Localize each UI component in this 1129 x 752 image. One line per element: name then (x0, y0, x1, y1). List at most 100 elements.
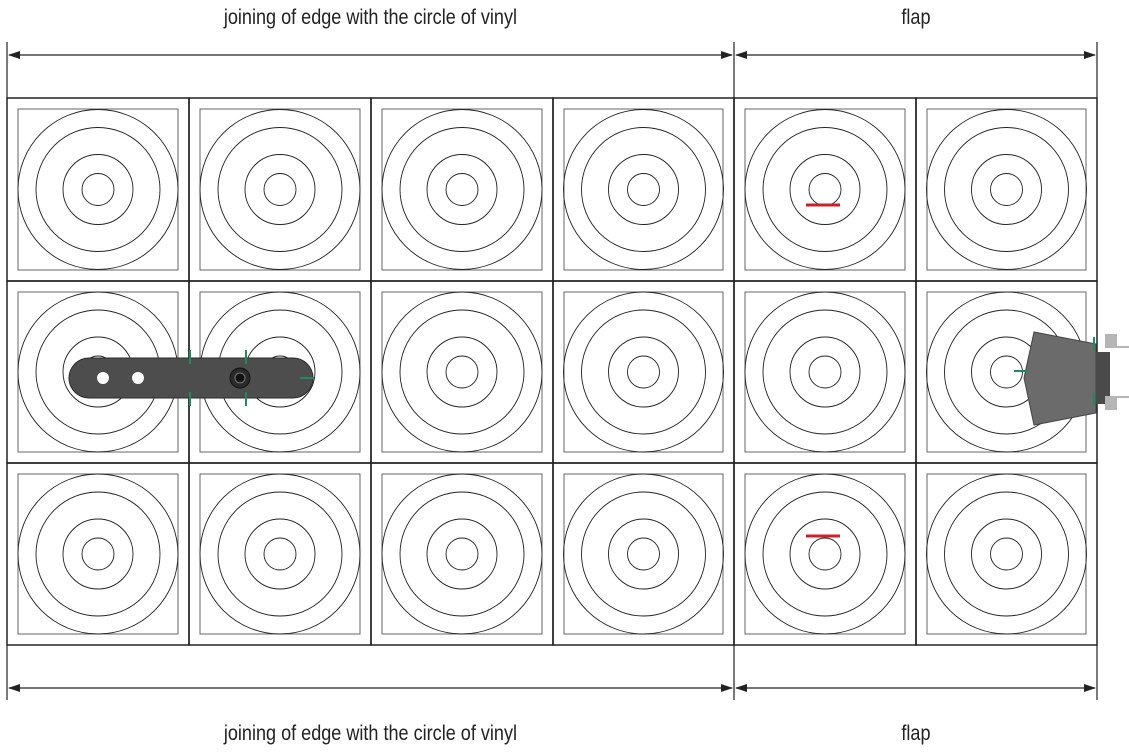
vinyl-ring-4 (990, 537, 1023, 571)
top-right-label: flap (901, 6, 931, 29)
tile-outer-border (733, 462, 917, 646)
cartridge-pin-top (1105, 334, 1117, 348)
tile-inner-border (17, 473, 179, 635)
tile-r3-c5 (733, 462, 917, 646)
cartridge-pin-bottom (1105, 396, 1117, 410)
tile-outer-border (370, 280, 554, 464)
tonearm-pivot-inner (234, 372, 246, 384)
tile-r3-c4 (552, 462, 735, 646)
vinyl-ring-3 (426, 154, 498, 225)
tile-inner-border (744, 473, 906, 635)
vinyl-ring-3 (608, 336, 679, 408)
vinyl-ring-2 (581, 309, 706, 435)
tile-outer-border (552, 280, 735, 464)
tile-inner-border (381, 291, 543, 453)
tile-r3-c1 (6, 462, 190, 646)
tile-outer-border (6, 462, 190, 646)
vinyl-ring-4 (445, 537, 479, 571)
tile-inner-border (381, 108, 543, 271)
vinyl-ring-2 (762, 309, 888, 435)
tile-inner-border (926, 108, 1087, 271)
vinyl-ring-2 (581, 491, 706, 617)
vinyl-ring-4 (627, 173, 660, 206)
vinyl-ring-1 (744, 473, 906, 635)
tile-inner-border (381, 473, 543, 635)
vinyl-ring-1 (199, 109, 361, 270)
cartridge-connector (1096, 352, 1110, 404)
vinyl-ring-4 (81, 173, 115, 206)
tile-r1-c1 (6, 97, 190, 282)
vinyl-ring-2 (762, 491, 888, 617)
top-left-label: joining of edge with the circle of vinyl (223, 6, 517, 29)
tile-r1-c3 (370, 97, 554, 282)
vinyl-ring-2 (762, 127, 888, 252)
tile-r1-c5 (733, 97, 917, 282)
vinyl-ring-1 (381, 291, 543, 453)
vinyl-ring-4 (808, 355, 842, 389)
vinyl-ring-3 (62, 518, 134, 590)
tile-inner-border (744, 108, 906, 271)
tile-r1-c4 (552, 97, 735, 282)
vinyl-ring-2 (35, 127, 161, 252)
vinyl-ring-4 (627, 537, 660, 571)
cartridge-body (1023, 331, 1097, 426)
vinyl-ring-4 (627, 355, 660, 389)
tile-inner-border (199, 108, 361, 271)
vinyl-ring-1 (563, 291, 724, 453)
vinyl-ring-3 (789, 154, 861, 225)
tile-r1-c6 (915, 97, 1098, 282)
vinyl-ring-1 (744, 109, 906, 270)
tile-inner-border (563, 473, 724, 635)
tile-outer-border (915, 462, 1098, 646)
tile-r2-c4 (552, 280, 735, 464)
tile-outer-border (552, 97, 735, 282)
vinyl-ring-3 (608, 518, 679, 590)
tile-inner-border (926, 473, 1087, 635)
tonearm-hole-1 (97, 372, 109, 384)
cartridge (1014, 331, 1129, 426)
tile-outer-border (370, 462, 554, 646)
tile-outer-border (188, 97, 372, 282)
vinyl-ring-1 (563, 109, 724, 270)
tile-r2-c3 (370, 280, 554, 464)
vinyl-ring-1 (926, 473, 1087, 635)
vinyl-ring-4 (808, 173, 842, 206)
tile-outer-border (370, 97, 554, 282)
tonearm (68, 350, 314, 406)
tile-outer-border (188, 462, 372, 646)
vinyl-ring-4 (81, 537, 115, 571)
vinyl-ring-3 (426, 518, 498, 590)
bottom-right-label: flap (901, 722, 931, 745)
vinyl-ring-2 (35, 491, 161, 617)
tile-outer-border (733, 97, 917, 282)
tonearm-hole-2 (132, 372, 144, 384)
tile-r3-c3 (370, 462, 554, 646)
vinyl-ring-4 (445, 173, 479, 206)
vinyl-ring-1 (744, 291, 906, 453)
vinyl-ring-2 (399, 127, 525, 252)
tile-r2-c5 (733, 280, 917, 464)
vinyl-ring-1 (17, 109, 179, 270)
vinyl-ring-3 (244, 518, 316, 590)
tile-inner-border (199, 473, 361, 635)
red-markers (806, 203, 840, 538)
vinyl-ring-4 (263, 173, 297, 206)
vinyl-ring-3 (789, 336, 861, 408)
vinyl-ring-4 (808, 537, 842, 571)
tile-inner-border (563, 108, 724, 271)
vinyl-ring-1 (381, 109, 543, 270)
vinyl-ring-1 (199, 473, 361, 635)
bottom-left-label: joining of edge with the circle of vinyl (223, 722, 517, 745)
tile-outer-border (6, 97, 190, 282)
tile-outer-border (915, 97, 1098, 282)
vinyl-ring-3 (62, 154, 134, 225)
vinyl-ring-2 (581, 127, 706, 252)
vinyl-ring-3 (426, 336, 498, 408)
vinyl-ring-3 (971, 154, 1042, 225)
tile-outer-border (733, 280, 917, 464)
vinyl-ring-2 (217, 491, 343, 617)
tile-outer-border (552, 462, 735, 646)
vinyl-ring-4 (445, 355, 479, 389)
vinyl-ring-3 (608, 154, 679, 225)
